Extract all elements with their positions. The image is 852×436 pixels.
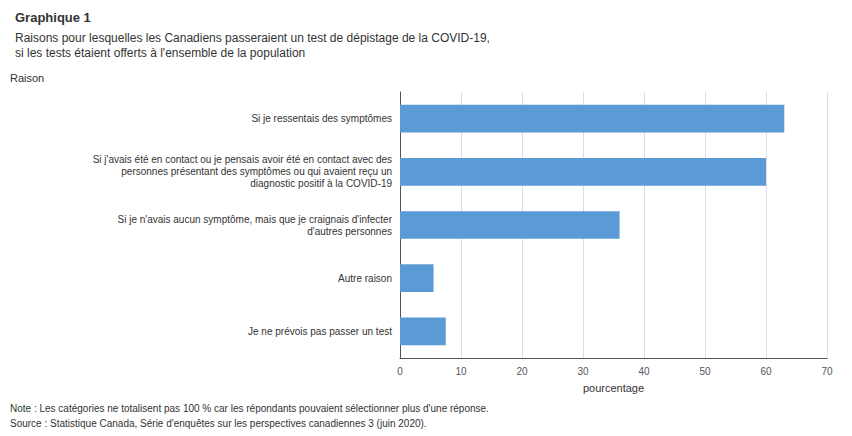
svg-text:Graphique 1: Graphique 1 [15, 10, 91, 25]
svg-text:30: 30 [577, 366, 589, 377]
svg-text:Raisons pour lesquelles les Ca: Raisons pour lesquelles les Canadiens pa… [15, 31, 490, 45]
svg-text:40: 40 [638, 366, 650, 377]
svg-text:70: 70 [821, 366, 833, 377]
svg-text:60: 60 [760, 366, 772, 377]
svg-text:50: 50 [699, 366, 711, 377]
svg-text:20: 20 [516, 366, 528, 377]
svg-text:Source : Statistique Canada, S: Source : Statistique Canada, Série d'enq… [10, 418, 427, 429]
svg-text:Raison: Raison [10, 72, 44, 84]
svg-text:Note : Les catégories ne total: Note : Les catégories ne totalisent pas … [10, 403, 489, 414]
svg-text:0: 0 [397, 366, 403, 377]
svg-text:Autre raison: Autre raison [338, 273, 392, 284]
svg-text:si les tests étaient offerts à: si les tests étaient offerts à l'ensembl… [15, 46, 305, 60]
svg-text:Si je ressentais des symptômes: Si je ressentais des symptômes [251, 113, 392, 124]
svg-text:pourcentage: pourcentage [583, 382, 644, 394]
svg-text:10: 10 [455, 366, 467, 377]
svg-text:personnes présentant des sympt: personnes présentant des symptômes ou qu… [121, 166, 392, 177]
svg-text:Si je n'avais aucun symptôme,: Si je n'avais aucun symptôme, mais que j… [117, 214, 392, 225]
svg-text:Si j'avais été en contact ou j: Si j'avais été en contact ou je pensais … [93, 154, 392, 165]
svg-text:d'autres personnes: d'autres personnes [307, 226, 392, 237]
svg-text:diagnostic positif à la COVID-: diagnostic positif à la COVID-19 [250, 178, 392, 189]
svg-text:Je ne prévois pas passer un te: Je ne prévois pas passer un test [248, 326, 392, 337]
